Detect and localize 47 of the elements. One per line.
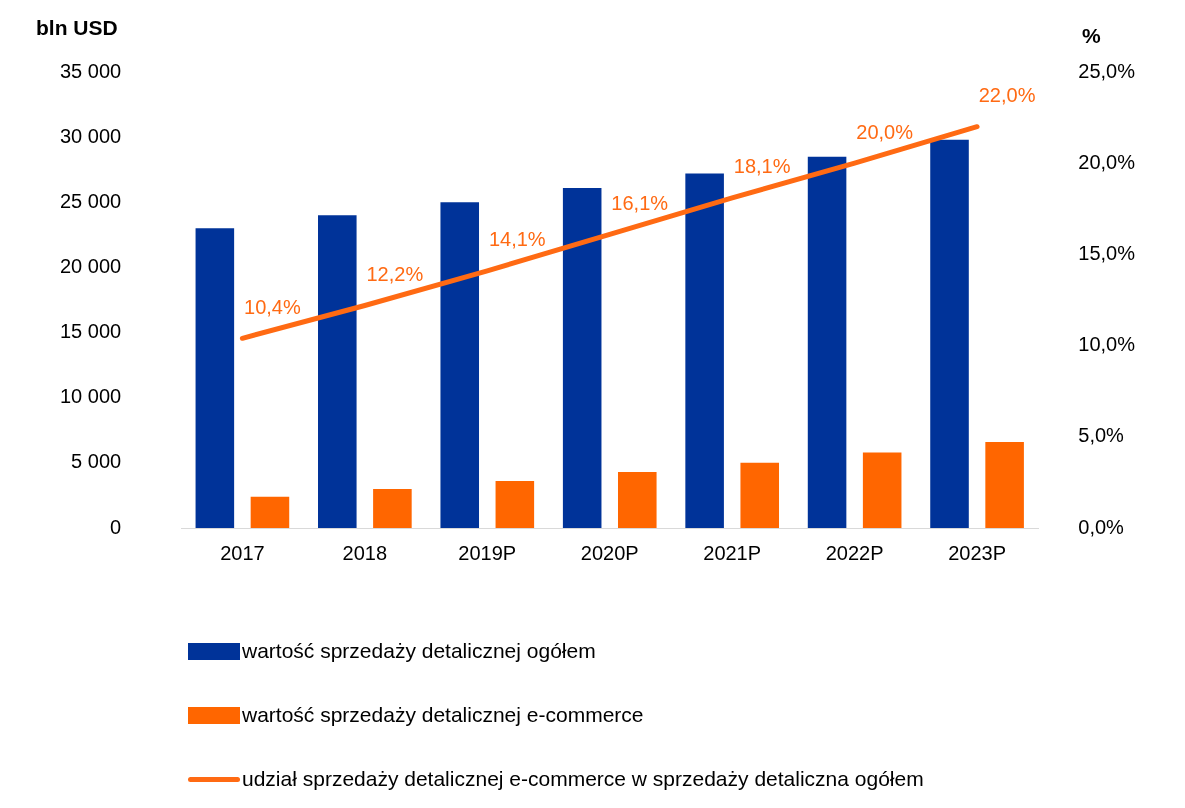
bar <box>618 471 657 528</box>
bar <box>195 228 235 528</box>
data-label: 18,1% <box>733 155 791 178</box>
y2-tick-label: 10,0% <box>1078 333 1136 356</box>
y2-tick-label: 25,0% <box>1078 59 1136 82</box>
x-tick-label: 2023P <box>948 541 1006 564</box>
bar <box>862 452 902 528</box>
data-label: 20,0% <box>856 120 914 143</box>
y2-tick-label: 15,0% <box>1078 241 1136 264</box>
x-tick-label: 2017 <box>220 541 265 564</box>
y2-tick-label: 20,0% <box>1078 150 1136 173</box>
x-tick-label: 2021P <box>703 541 762 564</box>
y-tick-label: 5 000 <box>71 450 122 473</box>
bar <box>740 462 780 528</box>
x-tick-label: 2020P <box>580 541 639 564</box>
y-tick-label: 35 000 <box>60 59 122 82</box>
bar <box>807 156 847 528</box>
bar <box>495 481 535 528</box>
data-label: 10,4% <box>244 295 301 318</box>
bar <box>318 215 357 528</box>
y-tick-label: 0 <box>110 515 122 538</box>
data-label: 22,0% <box>978 84 1036 107</box>
y2-axis-title: % <box>1082 24 1101 48</box>
data-label: 16,1% <box>611 191 669 214</box>
data-label: 12,2% <box>366 262 424 285</box>
legend-label: wartość sprzedaży detalicznej ogółem <box>242 639 596 663</box>
y-tick-label: 20 000 <box>60 254 122 277</box>
y-axis-title: bln USD <box>36 16 118 40</box>
x-tick-label: 2019P <box>458 541 517 564</box>
x-tick-label: 2018 <box>342 541 388 564</box>
legend-label: wartość sprzedaży detalicznej e-commerce <box>242 703 644 727</box>
y-tick-label: 30 000 <box>60 124 122 147</box>
bar <box>562 187 602 528</box>
y2-tick-label: 0,0% <box>1078 515 1125 538</box>
y2-tick-label: 5,0% <box>1078 424 1125 447</box>
x-tick-label: 2022P <box>825 541 884 564</box>
bar <box>685 173 724 528</box>
bar <box>440 202 480 528</box>
y-tick-label: 25 000 <box>60 189 122 212</box>
data-label: 14,1% <box>488 228 546 251</box>
bar <box>250 496 290 528</box>
y-tick-label: 10 000 <box>60 385 122 408</box>
bar <box>985 442 1024 528</box>
bar <box>930 139 969 528</box>
legend-label: udział sprzedaży detalicznej e-commerce w sprzedaży detaliczna ogółem <box>242 767 924 791</box>
y-tick-label: 15 000 <box>60 320 122 343</box>
bar <box>373 488 412 528</box>
